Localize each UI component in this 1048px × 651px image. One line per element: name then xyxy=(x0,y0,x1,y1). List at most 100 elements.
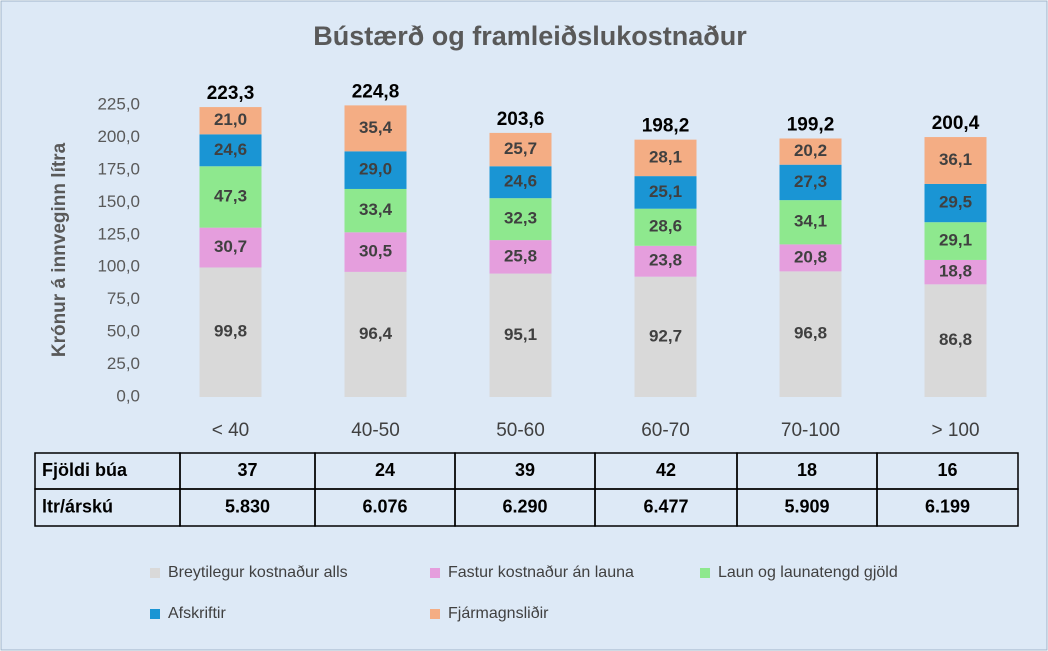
data-label: 34,1 xyxy=(794,212,827,231)
legend-swatch xyxy=(430,568,440,578)
table-value: 24 xyxy=(375,460,395,480)
bar-segment xyxy=(634,245,697,277)
table-value: 5.830 xyxy=(225,496,270,516)
bar-segment xyxy=(199,166,262,228)
legend-swatch xyxy=(150,609,160,619)
total-label: 203,6 xyxy=(497,109,545,130)
total-label: 199,2 xyxy=(787,114,835,135)
table-value: 42 xyxy=(656,460,676,480)
total-label: 200,4 xyxy=(932,113,980,134)
bar-segment xyxy=(489,166,552,199)
bar-segment xyxy=(199,107,262,135)
y-tick-label: 125,0 xyxy=(97,224,140,243)
bar-segment xyxy=(779,271,842,397)
bar-segment xyxy=(779,244,842,272)
bar-segment xyxy=(924,259,987,285)
data-label: 21,0 xyxy=(214,110,247,129)
legend-swatch xyxy=(430,609,440,619)
bar-segment xyxy=(779,138,842,165)
bar-segment xyxy=(924,183,987,223)
y-tick-label: 25,0 xyxy=(107,354,140,373)
bar-segment xyxy=(489,273,552,397)
data-label: 23,8 xyxy=(649,251,682,270)
bar-segment xyxy=(634,139,697,177)
x-tick-label: 70-100 xyxy=(781,420,840,441)
data-label: 29,5 xyxy=(939,193,972,212)
table-value: 16 xyxy=(937,460,957,480)
data-label: 32,3 xyxy=(504,209,537,228)
data-label: 95,1 xyxy=(504,325,537,344)
bar-segment xyxy=(489,132,552,167)
table-value: 18 xyxy=(797,460,817,480)
chart-title: Bústærð og framleiðslukostnaður xyxy=(313,21,747,51)
x-tick-label: > 100 xyxy=(931,420,979,441)
bar-segment xyxy=(634,208,697,246)
y-tick-label: 225,0 xyxy=(97,94,140,113)
bar-segment xyxy=(779,200,842,245)
bar-segment xyxy=(344,188,407,233)
y-tick-label: 175,0 xyxy=(97,159,140,178)
y-tick-label: 0,0 xyxy=(116,386,140,405)
data-label: 99,8 xyxy=(214,322,247,341)
data-label: 28,1 xyxy=(649,147,682,166)
bar-segment xyxy=(344,151,407,189)
data-label: 96,8 xyxy=(794,324,827,343)
data-label: 30,5 xyxy=(359,242,392,261)
legend-label: Laun og launatengd gjöld xyxy=(718,564,898,581)
y-tick-label: 75,0 xyxy=(107,289,140,308)
data-label: 47,3 xyxy=(214,186,247,205)
bar-segment xyxy=(344,271,407,397)
y-tick-label: 100,0 xyxy=(97,257,140,276)
bar-segment xyxy=(199,267,262,397)
data-label: 86,8 xyxy=(939,330,972,349)
y-axis-label: Krónur á innveginn lítra xyxy=(49,142,70,357)
x-tick-label: 60-70 xyxy=(641,420,690,441)
legend-label: Fastur kostnaður án launa xyxy=(448,564,634,581)
data-label: 24,6 xyxy=(214,140,247,159)
data-label: 29,1 xyxy=(939,231,972,250)
data-label: 20,8 xyxy=(794,247,827,266)
bar-segment xyxy=(634,176,697,209)
y-tick-label: 150,0 xyxy=(97,192,140,211)
data-label: 25,8 xyxy=(504,246,537,265)
data-label: 92,7 xyxy=(649,326,682,345)
table-row-label: Fjöldi búa xyxy=(42,460,128,480)
table-value: 6.199 xyxy=(925,496,970,516)
table-value: 6.290 xyxy=(502,496,547,516)
data-label: 30,7 xyxy=(214,237,247,256)
bar-segment xyxy=(924,284,987,397)
data-label: 36,1 xyxy=(939,150,972,169)
table-value: 6.477 xyxy=(643,496,688,516)
bar-segment xyxy=(489,240,552,274)
bar-segment xyxy=(199,134,262,167)
data-label: 20,2 xyxy=(794,141,827,160)
total-label: 223,3 xyxy=(207,83,255,104)
bar-segment xyxy=(924,137,987,184)
bar-segment xyxy=(634,276,697,397)
bar-segment xyxy=(344,232,407,272)
x-tick-label: 40-50 xyxy=(351,420,400,441)
bar-segment xyxy=(779,164,842,201)
data-label: 18,8 xyxy=(939,262,972,281)
legend-swatch xyxy=(150,568,160,578)
total-label: 198,2 xyxy=(642,116,690,137)
data-label: 33,4 xyxy=(359,200,393,219)
data-label: 24,6 xyxy=(504,172,537,191)
table-value: 39 xyxy=(515,460,535,480)
x-tick-label: 50-60 xyxy=(496,420,545,441)
table-row-label: ltr/árskú xyxy=(42,496,113,516)
data-label: 28,6 xyxy=(649,217,682,236)
bar-segment xyxy=(489,198,552,241)
legend-label: Breytilegur kostnaður alls xyxy=(168,564,348,581)
legend-swatch xyxy=(700,568,710,578)
table-value: 5.909 xyxy=(784,496,829,516)
y-tick-label: 50,0 xyxy=(107,322,140,341)
bar-segment xyxy=(924,222,987,260)
bar-segment xyxy=(199,227,262,268)
table-value: 6.076 xyxy=(362,496,407,516)
table-value: 37 xyxy=(237,460,257,480)
data-label: 29,0 xyxy=(359,160,392,179)
total-label: 224,8 xyxy=(352,81,400,102)
y-tick-label: 200,0 xyxy=(97,127,140,146)
